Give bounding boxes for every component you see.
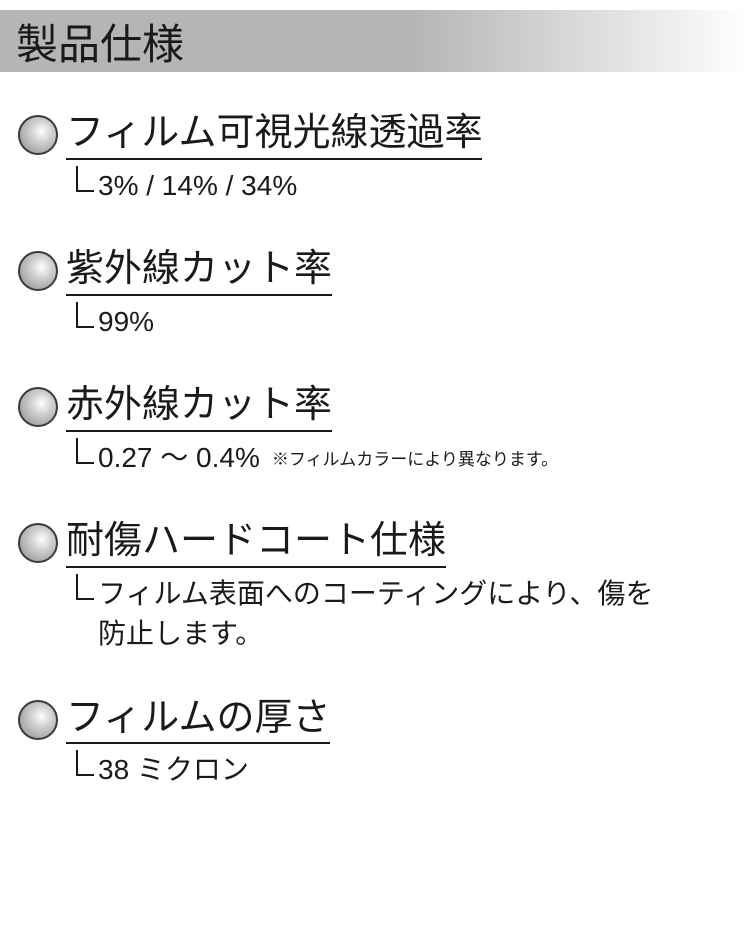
- spec-body: 38 ミクロン: [18, 750, 750, 791]
- spec-value-row: 3% / 14% / 34%: [98, 166, 297, 207]
- spec-value: 99%: [98, 302, 154, 343]
- spec-label: 紫外線カット率: [66, 246, 332, 296]
- spec-list: フィルム可視光線透過率 3% / 14% / 34% 紫外線カット率 99% 赤…: [0, 110, 750, 791]
- spec-body: 0.27 ～ 0.4% ※フィルムカラーにより異なります。: [18, 438, 750, 479]
- l-mark-icon: [76, 750, 94, 776]
- spec-note: ※フィルムカラーにより異なります。: [272, 445, 558, 470]
- spec-head: フィルム可視光線透過率: [18, 110, 750, 160]
- spec-label: フィルム可視光線透過率: [66, 110, 482, 160]
- spec-body: 3% / 14% / 34%: [18, 166, 750, 207]
- l-mark-icon: [76, 166, 94, 192]
- bullet-icon: [18, 523, 58, 563]
- spec-item: 紫外線カット率 99%: [18, 246, 750, 342]
- spec-value: フィルム表面へのコーティングにより、傷を防止します。: [98, 574, 658, 655]
- spec-label: フィルムの厚さ: [66, 695, 330, 745]
- spec-item: 赤外線カット率 0.27 ～ 0.4% ※フィルムカラーにより異なります。: [18, 382, 750, 478]
- spec-body: フィルム表面へのコーティングにより、傷を防止します。: [18, 574, 750, 655]
- page-title: 製品仕様: [16, 11, 184, 72]
- spec-value: 3% / 14% / 34%: [98, 166, 297, 207]
- spec-head: 赤外線カット率: [18, 382, 750, 432]
- spec-value-row: 38 ミクロン: [98, 750, 249, 791]
- spec-value: 0.27 ～ 0.4%: [98, 438, 260, 479]
- spec-value-row: フィルム表面へのコーティングにより、傷を防止します。: [98, 574, 658, 655]
- bullet-icon: [18, 700, 58, 740]
- l-mark-icon: [76, 438, 94, 464]
- spec-head: 耐傷ハードコート仕様: [18, 518, 750, 568]
- spec-item: フィルムの厚さ 38 ミクロン: [18, 695, 750, 791]
- bullet-icon: [18, 115, 58, 155]
- header-bar: 製品仕様: [0, 10, 750, 72]
- spec-label: 耐傷ハードコート仕様: [66, 518, 446, 568]
- spec-item: 耐傷ハードコート仕様 フィルム表面へのコーティングにより、傷を防止します。: [18, 518, 750, 655]
- spec-head: フィルムの厚さ: [18, 695, 750, 745]
- spec-value-row: 0.27 ～ 0.4% ※フィルムカラーにより異なります。: [98, 438, 558, 479]
- spec-body: 99%: [18, 302, 750, 343]
- spec-value: 38 ミクロン: [98, 750, 249, 791]
- l-mark-icon: [76, 574, 94, 600]
- bullet-icon: [18, 251, 58, 291]
- spec-head: 紫外線カット率: [18, 246, 750, 296]
- l-mark-icon: [76, 302, 94, 328]
- bullet-icon: [18, 387, 58, 427]
- spec-value-row: 99%: [98, 302, 154, 343]
- spec-label: 赤外線カット率: [66, 382, 332, 432]
- spec-item: フィルム可視光線透過率 3% / 14% / 34%: [18, 110, 750, 206]
